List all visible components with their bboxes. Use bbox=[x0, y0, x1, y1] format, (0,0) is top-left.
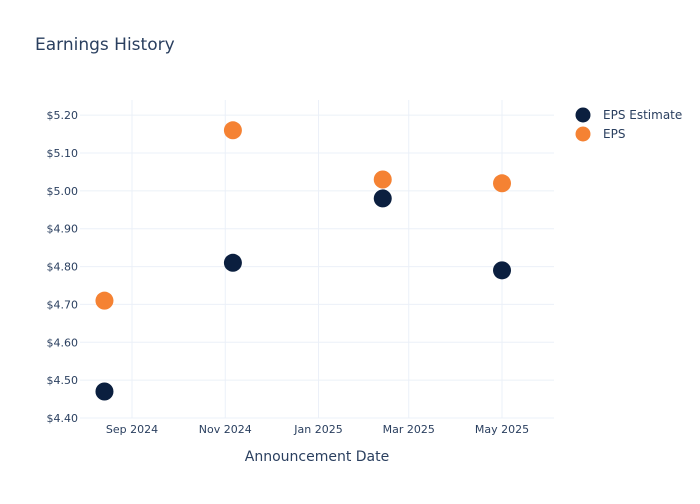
legend-item[interactable]: EPS Estimate bbox=[575, 107, 683, 123]
x-tick-label: Mar 2025 bbox=[383, 423, 435, 436]
y-tick-label: $4.60 bbox=[47, 336, 79, 349]
chart-title: Earnings History bbox=[35, 35, 175, 55]
y-tick-label: $4.50 bbox=[47, 374, 79, 387]
y-tick-label: $4.70 bbox=[47, 298, 79, 311]
x-tick-label: Sep 2024 bbox=[106, 423, 158, 436]
data-point[interactable] bbox=[493, 261, 512, 280]
x-axis-label: Announcement Date bbox=[245, 449, 389, 465]
legend-label: EPS Estimate bbox=[603, 108, 682, 122]
y-tick-label: $5.10 bbox=[47, 147, 79, 160]
data-point[interactable] bbox=[493, 174, 512, 193]
data-point[interactable] bbox=[373, 170, 392, 189]
y-axis-ticks: $4.40 $4.50 $4.60 $4.70 $4.80 $4.90 $5.00 $5.10… bbox=[47, 109, 79, 425]
data-point[interactable] bbox=[95, 291, 114, 310]
data-points bbox=[95, 121, 512, 401]
x-tick-label: Nov 2024 bbox=[199, 423, 252, 436]
legend-marker bbox=[575, 107, 591, 123]
legend[interactable]: EPS Estimate EPS bbox=[575, 107, 683, 142]
y-tick-label: $4.40 bbox=[47, 412, 79, 425]
grid-lines bbox=[80, 100, 554, 419]
legend-item[interactable]: EPS bbox=[575, 126, 626, 142]
legend-label: EPS bbox=[603, 127, 625, 141]
series-eps-estimate bbox=[95, 189, 512, 401]
data-point[interactable] bbox=[223, 121, 242, 140]
y-tick-label: $4.80 bbox=[47, 261, 79, 274]
x-tick-label: Jan 2025 bbox=[293, 423, 342, 436]
y-tick-label: $5.00 bbox=[47, 185, 79, 198]
x-axis-ticks: Sep 2024 Nov 2024 Jan 2025 Mar 2025 May 2025 bbox=[106, 423, 529, 436]
data-point[interactable] bbox=[223, 253, 242, 272]
data-point[interactable] bbox=[95, 382, 114, 401]
y-tick-label: $4.90 bbox=[47, 223, 79, 236]
data-point[interactable] bbox=[373, 189, 392, 208]
y-tick-label: $5.20 bbox=[47, 109, 79, 122]
legend-marker bbox=[575, 126, 591, 142]
x-tick-label: May 2025 bbox=[475, 423, 529, 436]
series-eps bbox=[95, 121, 512, 310]
